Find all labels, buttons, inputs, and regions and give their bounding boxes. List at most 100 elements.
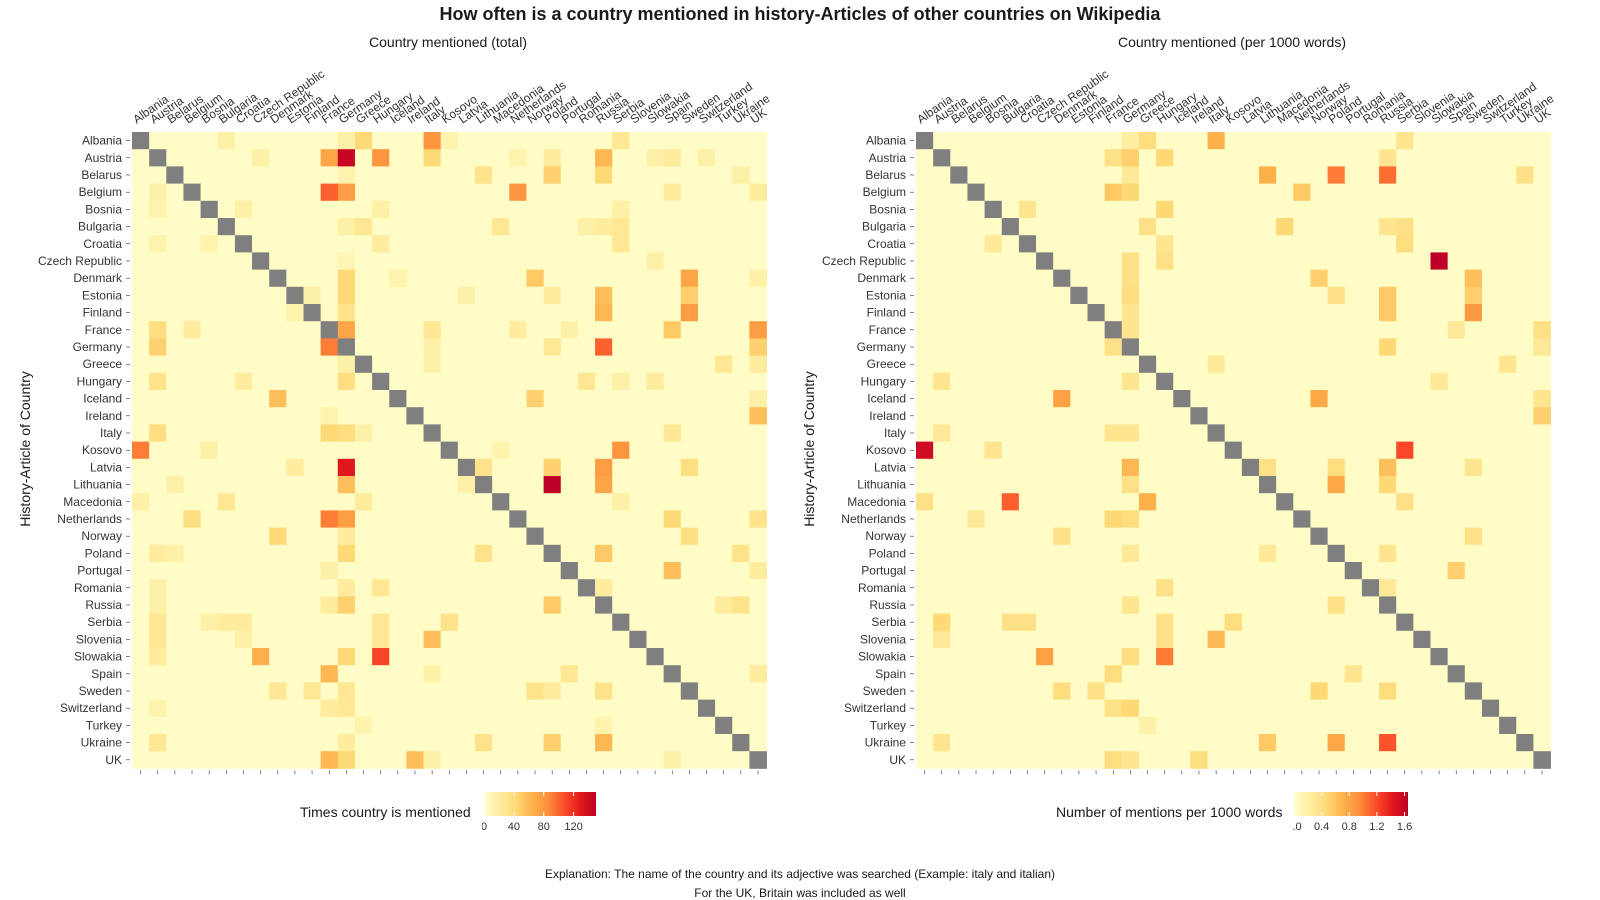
heatmap-cell <box>646 235 665 253</box>
heatmap-cell <box>984 476 1003 494</box>
heatmap-cell <box>612 424 630 442</box>
heatmap-cell <box>1481 648 1500 666</box>
heatmap-cell <box>1361 458 1380 477</box>
heatmap-cell <box>200 338 219 356</box>
heatmap-cell <box>560 372 579 391</box>
heatmap-cell <box>354 218 373 236</box>
heatmap-cell <box>715 682 733 700</box>
heatmap-cell <box>1121 269 1140 288</box>
heatmap-cell <box>715 596 733 614</box>
heatmap-cell <box>526 648 544 666</box>
heatmap-cell <box>372 458 390 477</box>
heatmap-cell <box>1447 458 1466 477</box>
heatmap-cell <box>1138 716 1157 735</box>
heatmap-cell <box>475 286 493 305</box>
heatmap-cell <box>132 372 150 391</box>
heatmap-cell <box>663 166 682 184</box>
y-tick-label: Czech Republic <box>822 254 906 268</box>
heatmap-cell-diagonal <box>389 390 407 408</box>
heatmap-cell <box>457 734 476 752</box>
heatmap-cell <box>680 149 699 167</box>
heatmap-cell <box>286 699 304 718</box>
heatmap-cell <box>492 149 510 167</box>
heatmap-cell <box>577 218 596 236</box>
heatmap-cell <box>1173 579 1191 597</box>
heatmap-cell <box>1413 390 1431 408</box>
heatmap-cell <box>680 407 699 425</box>
heatmap-cell <box>1259 407 1277 425</box>
heatmap-cell <box>1018 304 1037 322</box>
heatmap-cell <box>389 751 407 769</box>
heatmap-cell <box>1379 183 1397 202</box>
heatmap-cell <box>1327 390 1346 408</box>
heatmap-cell <box>440 235 459 253</box>
heatmap-cell <box>950 286 968 305</box>
heatmap-cell <box>1241 510 1260 528</box>
heatmap-cell <box>612 407 630 425</box>
heatmap-cell <box>372 699 390 718</box>
heatmap-cell <box>509 596 527 614</box>
heatmap-cell <box>1533 252 1551 270</box>
heatmap-cell <box>320 493 339 511</box>
heatmap-cell <box>543 476 562 494</box>
heatmap-cell <box>984 510 1003 528</box>
heatmap-cell-diagonal <box>526 527 544 546</box>
heatmap-cell <box>303 510 322 528</box>
y-tick-label: Serbia <box>87 615 122 629</box>
heatmap-cell <box>149 200 167 219</box>
heatmap-cell <box>1481 544 1500 563</box>
heatmap-cell <box>663 751 682 769</box>
heatmap-cell <box>492 510 510 528</box>
heatmap-cell <box>680 218 699 236</box>
heatmap-cell <box>967 751 985 769</box>
heatmap-cell <box>680 269 699 288</box>
heatmap-cell <box>1464 304 1483 322</box>
heatmap-cell <box>475 304 493 322</box>
heatmap-cell <box>1173 338 1191 356</box>
heatmap-cell <box>543 596 562 614</box>
heatmap-cell <box>440 166 459 184</box>
heatmap-cell <box>132 166 150 184</box>
heatmap-cell <box>1156 441 1174 460</box>
heatmap-cell <box>1516 630 1534 649</box>
heatmap-cell <box>629 424 647 442</box>
heatmap-cell <box>423 682 442 700</box>
heatmap-cell <box>1276 682 1294 700</box>
heatmap-cell <box>457 510 476 528</box>
heatmap-cell <box>1173 613 1191 632</box>
heatmap-cell <box>269 304 287 322</box>
heatmap-cell <box>1344 751 1363 769</box>
heatmap-cell <box>663 510 682 528</box>
heatmap-cell <box>1207 183 1226 202</box>
heatmap-cell <box>509 407 527 425</box>
heatmap-cell <box>269 648 287 666</box>
heatmap-cell <box>1087 166 1106 184</box>
heatmap-cell <box>440 218 459 236</box>
heatmap-cell <box>950 441 968 460</box>
heatmap-cell <box>132 235 150 253</box>
heatmap-cell <box>354 183 373 202</box>
heatmap-cell <box>1156 269 1174 288</box>
heatmap-cell <box>1036 132 1054 150</box>
heatmap-cell <box>1121 132 1140 150</box>
heatmap-cell <box>1001 149 1020 167</box>
heatmap-cell <box>1276 665 1294 683</box>
heatmap-cell <box>1156 510 1174 528</box>
heatmap-cell <box>984 166 1003 184</box>
heatmap-cell <box>967 493 985 511</box>
heatmap-cell <box>629 751 647 769</box>
heatmap-cell <box>1361 286 1380 305</box>
heatmap-cell <box>595 493 613 511</box>
heatmap-cell <box>252 304 270 322</box>
heatmap-cell <box>286 200 304 219</box>
heatmap-cell <box>132 424 150 442</box>
heatmap-cell <box>457 562 476 580</box>
heatmap-cell <box>1207 596 1226 614</box>
heatmap-cell <box>984 527 1003 546</box>
heatmap-cell <box>1259 286 1277 305</box>
heatmap-cell <box>1259 424 1277 442</box>
heatmap-cell <box>577 510 596 528</box>
heatmap-cell <box>132 699 150 718</box>
heatmap-cell <box>423 510 442 528</box>
y-tick-label: Belgium <box>79 185 122 199</box>
